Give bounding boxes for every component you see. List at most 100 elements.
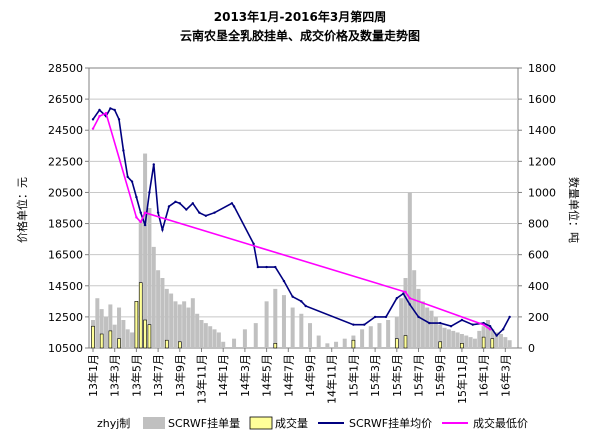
volume-bar: [399, 298, 404, 348]
volume-bar: [451, 330, 456, 348]
volume-bar: [117, 307, 122, 348]
deal-volume-bars: [91, 282, 495, 349]
volume-bar: [99, 309, 104, 348]
volume-bar: [216, 332, 221, 348]
volume-bar: [360, 329, 365, 348]
deal-volume-bar: [138, 282, 143, 349]
deal-volume-bar: [460, 343, 464, 349]
deal-volume-bar: [164, 339, 169, 349]
avg-price-line-point: [204, 214, 208, 217]
left-axis-tick-label: 22500: [48, 155, 83, 168]
avg-price-line-point: [495, 334, 498, 337]
left-axis-tick-label: 26500: [48, 93, 83, 106]
volume-bar: [386, 320, 391, 348]
avg-price-line-point: [402, 292, 405, 295]
min-price-line: [92, 111, 491, 330]
deal-volume-bar: [147, 324, 152, 349]
volume-bar: [95, 298, 100, 348]
min-price-line-point: [98, 115, 101, 118]
volume-bar: [433, 316, 438, 348]
volume-bar: [169, 293, 174, 348]
avg-price-line-point: [198, 211, 201, 214]
x-axis-tick-label: 13年5月: [129, 354, 143, 397]
volume-bar: [108, 304, 113, 348]
avg-price-line-point: [300, 300, 303, 303]
avg-price-line-point: [252, 242, 255, 245]
avg-price-line-point: [417, 315, 420, 319]
avg-price-line-point: [161, 228, 164, 231]
avg-price-line-point: [363, 323, 366, 326]
volume-bar: [494, 332, 499, 348]
deal-volume-bar: [99, 333, 104, 349]
volume-bar: [420, 301, 425, 348]
x-axis-tick-label: 13年7月: [151, 354, 165, 397]
volume-bar: [177, 304, 182, 348]
avg-price-line-point: [265, 265, 268, 269]
x-axis: 13年1月 13年3月 13年5月 13年7月 13年9月 13年11月 14年1月 14年3…: [86, 348, 512, 404]
right-axis-label: 数量单位：吨: [567, 177, 581, 243]
volume-bar: [446, 329, 451, 348]
left-axis: 28500 26500 24500 22500 20500 18500 16500 14500…: [48, 62, 89, 355]
x-axis-tick-label: 16年1月: [477, 354, 491, 397]
volume-bar: [212, 329, 217, 348]
volume-bar: [299, 313, 304, 348]
right-axis-tick-label: 1000: [528, 186, 556, 199]
volume-bar: [121, 320, 126, 348]
right-axis: 1800 1600 1400 1200 1000 800 600 400 200 0: [518, 62, 556, 355]
right-axis-tick-label: 600: [528, 249, 549, 262]
x-axis-tick-label: 15年9月: [433, 354, 447, 397]
volume-bar: [290, 307, 295, 348]
right-axis-tick-label: 800: [528, 218, 549, 231]
avg-price-line-point: [139, 211, 142, 214]
min-price-line-point: [488, 328, 492, 331]
avg-price-line-point: [122, 149, 125, 152]
deal-volume-bar: [403, 335, 408, 349]
volume-bar: [477, 330, 482, 348]
deal-volume-bar: [134, 301, 139, 349]
avg-price-line-point: [428, 321, 431, 325]
left-axis-tick-label: 24500: [48, 124, 83, 137]
avg-price-line-point: [148, 191, 151, 194]
avg-price-line-point: [167, 205, 171, 208]
avg-price-line-point: [501, 328, 505, 331]
min-price-line-point: [143, 211, 147, 214]
left-axis-tick-label: 12500: [48, 311, 83, 324]
min-price-line-point: [404, 290, 407, 294]
x-axis-tick-label: 14年3月: [238, 354, 252, 397]
volume-bar: [186, 307, 191, 348]
avg-price-line-point: [439, 321, 442, 325]
avg-price-line-point: [408, 303, 412, 306]
volume-bar: [190, 298, 195, 348]
avg-price-line-point: [213, 211, 216, 214]
x-axis-tick-label: 14年5月: [260, 354, 274, 397]
avg-price-line-point: [508, 315, 511, 319]
volume-bar: [507, 340, 512, 348]
volume-bar: [253, 323, 258, 348]
x-axis-tick-label: 13年11月: [195, 354, 209, 404]
volume-bar: [173, 301, 178, 348]
avg-price-line-point: [274, 265, 277, 269]
x-axis-tick-label: 15年5月: [390, 354, 404, 397]
avg-price-line-point: [152, 163, 155, 166]
avg-price-line-point: [117, 118, 121, 121]
right-axis-tick-label: 1400: [528, 124, 556, 137]
volume-bar: [156, 270, 161, 348]
avg-price-line-point: [174, 200, 177, 203]
right-axis-tick-label: 1200: [528, 155, 556, 168]
avg-price-line-point: [230, 202, 234, 205]
x-axis-tick-label: 16年3月: [498, 354, 512, 397]
legend-label-deal-volume: 成交量: [275, 416, 308, 430]
min-price-line-point: [104, 111, 108, 115]
volume-bar: [199, 320, 204, 348]
volume-bar: [498, 334, 503, 348]
avg-price-line-point: [471, 323, 474, 326]
legend-label-min-price: 成交最低价: [473, 416, 528, 430]
avg-price-line-point: [304, 304, 307, 308]
right-axis-tick-label: 1600: [528, 93, 556, 106]
avg-price-line-point: [178, 202, 182, 205]
min-price-line-point: [408, 297, 412, 300]
legend: zhyj制 SCRWF挂单量 成交量 SCRWF挂单均价 成交最低价: [97, 416, 528, 430]
right-axis-tick-label: 200: [528, 311, 549, 324]
avg-price-line-point: [191, 202, 195, 205]
